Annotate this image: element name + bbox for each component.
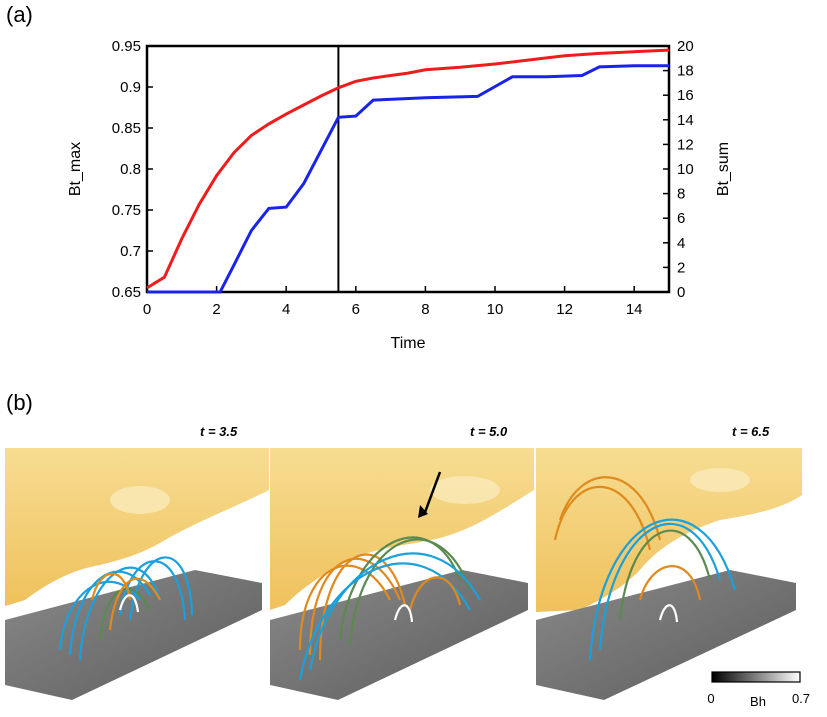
snapshot-3-image	[536, 448, 802, 700]
y-right-tick-label: 18	[677, 63, 694, 80]
x-tick-label: 14	[626, 301, 643, 318]
y-left-tick-label: 0.85	[112, 120, 141, 137]
x-ticks: 0 2 4 6 8 10 12 14	[143, 286, 643, 318]
x-tick-label: 0	[143, 301, 151, 318]
colorbar-title: Bh	[750, 694, 766, 709]
y-right-tick-label: 14	[677, 112, 694, 129]
y-right-tick-label: 10	[677, 161, 694, 178]
x-tick-label: 12	[556, 301, 573, 318]
y-left-tick-label: 0.75	[112, 202, 141, 219]
x-axis-label: Time	[391, 335, 426, 352]
y-left-tick-label: 0.8	[120, 161, 141, 178]
y-right-tick-label: 4	[677, 235, 685, 252]
arrow-indicator	[422, 471, 442, 516]
y-left-tick-label: 0.7	[120, 243, 141, 260]
y-right-ticks: 0 2 4 6 8 10 12 14 16 18 20	[663, 38, 694, 301]
snapshot-1-time-label: t = 3.5	[200, 424, 238, 439]
y-left-ticks: 0.65 0.7 0.75 0.8 0.85 0.9 0.95	[112, 38, 153, 301]
y-right-tick-label: 6	[677, 210, 685, 227]
x-tick-label: 6	[352, 301, 360, 318]
y-right-axis-label: Bt_sum	[715, 142, 732, 196]
colorbar-min-label: 0	[707, 691, 714, 706]
line-chart: 0 2 4 6 8 10 12 14 0.65 0.7 0.75 0.8 0.85 0.9 0.95 0 2…	[67, 38, 732, 352]
x-tick-label: 10	[487, 301, 504, 318]
y-right-tick-label: 20	[677, 38, 694, 55]
snapshot-3-time-label: t = 6.5	[732, 424, 770, 439]
x-tick-label: 2	[212, 301, 220, 318]
snapshot-2-image	[270, 448, 534, 700]
plot-frame	[145, 44, 671, 294]
colorbar: 0 Bh 0.7	[707, 671, 810, 709]
y-right-tick-label: 16	[677, 87, 694, 104]
y-left-tick-label: 0.95	[112, 38, 141, 55]
x-tick-label: 8	[421, 301, 429, 318]
panel-b-label: (b)	[6, 390, 33, 415]
y-right-tick-label: 12	[677, 136, 694, 153]
bt-max-line	[146, 48, 670, 290]
bt-sum-line	[147, 64, 669, 294]
y-right-tick-label: 0	[677, 284, 685, 301]
snapshot-2-time-label: t = 5.0	[470, 424, 508, 439]
panel-a-label: (a)	[6, 2, 33, 27]
snapshot-1-image	[5, 448, 269, 700]
y-left-tick-label: 0.9	[120, 79, 141, 96]
y-right-tick-label: 8	[677, 186, 685, 203]
colorbar-max-label: 0.7	[792, 691, 810, 706]
y-right-tick-label: 2	[677, 259, 685, 276]
x-tick-label: 4	[282, 301, 290, 318]
y-left-axis-label: Bt_max	[67, 142, 84, 196]
y-left-tick-label: 0.65	[112, 284, 141, 301]
